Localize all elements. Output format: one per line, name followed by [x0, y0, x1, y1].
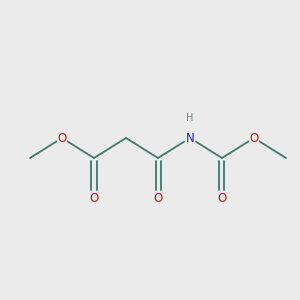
Text: O: O: [218, 191, 226, 205]
Text: O: O: [153, 191, 163, 205]
Text: N: N: [186, 131, 194, 145]
Text: O: O: [249, 131, 259, 145]
Text: O: O: [89, 191, 99, 205]
Text: O: O: [57, 131, 67, 145]
Text: H: H: [186, 113, 194, 123]
